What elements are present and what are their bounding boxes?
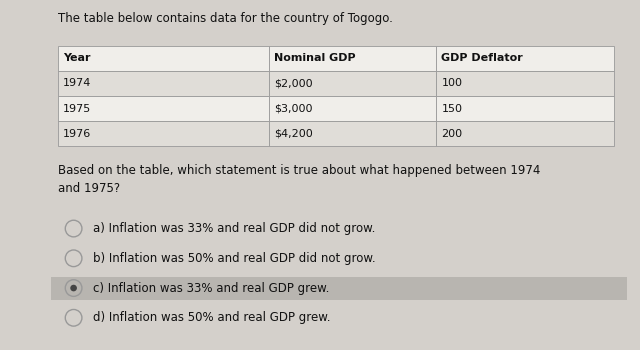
Bar <box>269 96 436 121</box>
Bar <box>58 121 269 146</box>
Text: 100: 100 <box>442 78 462 88</box>
Text: 1976: 1976 <box>63 129 91 139</box>
Bar <box>58 71 269 96</box>
Bar <box>436 71 614 96</box>
Bar <box>436 46 614 71</box>
Text: The table below contains data for the country of Togogo.: The table below contains data for the co… <box>58 12 392 25</box>
Text: Year: Year <box>63 53 90 63</box>
Text: GDP Deflator: GDP Deflator <box>442 53 523 63</box>
Bar <box>269 121 436 146</box>
Text: 1975: 1975 <box>63 104 91 113</box>
Bar <box>58 96 269 121</box>
Ellipse shape <box>70 285 77 292</box>
Text: d) Inflation was 50% and real GDP grew.: d) Inflation was 50% and real GDP grew. <box>93 311 330 324</box>
Bar <box>58 46 269 71</box>
Text: $4,200: $4,200 <box>275 129 313 139</box>
Text: b) Inflation was 50% and real GDP did not grow.: b) Inflation was 50% and real GDP did no… <box>93 252 376 265</box>
Bar <box>436 96 614 121</box>
Text: Based on the table, which statement is true about what happened between 1974
and: Based on the table, which statement is t… <box>58 164 540 195</box>
Bar <box>269 71 436 96</box>
Text: a) Inflation was 33% and real GDP did not grow.: a) Inflation was 33% and real GDP did no… <box>93 222 375 235</box>
Bar <box>269 46 436 71</box>
Text: Nominal GDP: Nominal GDP <box>275 53 356 63</box>
Text: c) Inflation was 33% and real GDP grew.: c) Inflation was 33% and real GDP grew. <box>93 281 329 295</box>
Text: 1974: 1974 <box>63 78 91 88</box>
Text: $2,000: $2,000 <box>275 78 313 88</box>
Text: $3,000: $3,000 <box>275 104 313 113</box>
Text: 200: 200 <box>442 129 463 139</box>
Bar <box>51 277 627 300</box>
Text: 150: 150 <box>442 104 462 113</box>
Bar <box>436 121 614 146</box>
